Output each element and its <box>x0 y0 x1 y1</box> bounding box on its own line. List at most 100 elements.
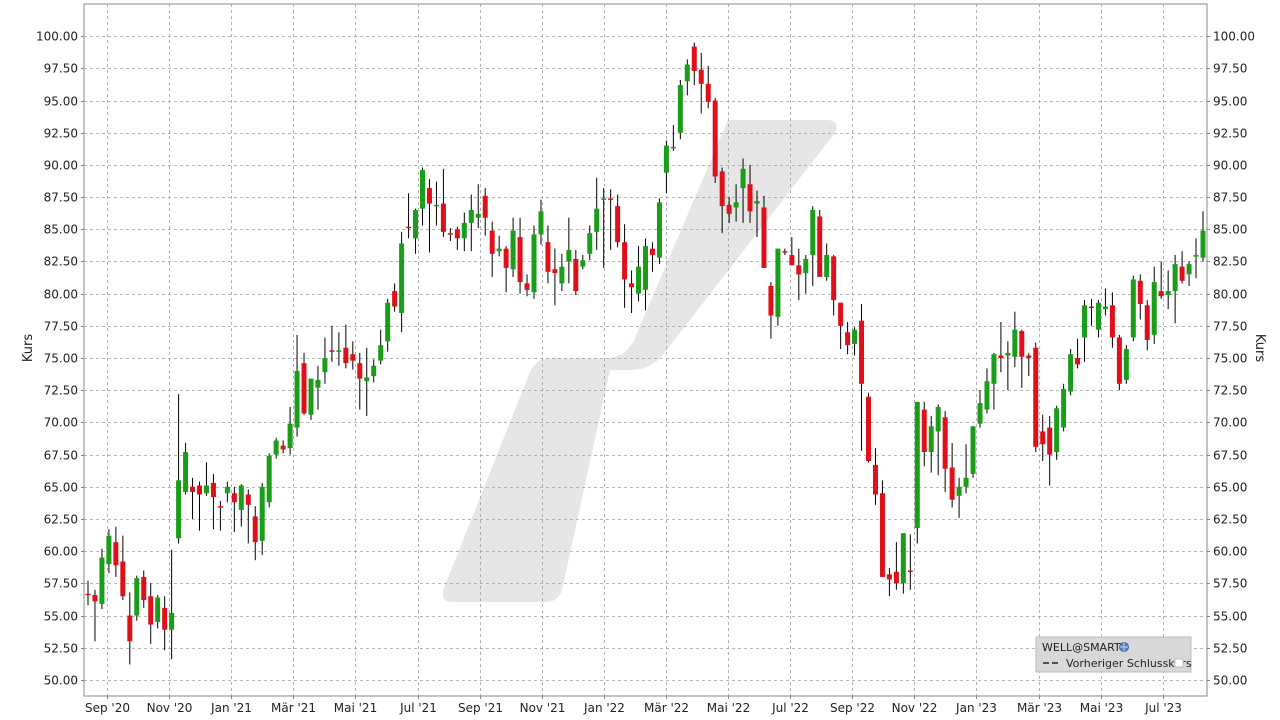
candle-body-up <box>677 85 683 133</box>
candle-body-up <box>420 170 425 209</box>
candle-body-up <box>287 423 293 449</box>
x-tick-label: Mai '22 <box>707 701 750 715</box>
candle <box>106 529 112 574</box>
candle-body-down <box>482 195 488 218</box>
candle <box>768 282 774 339</box>
candle-body-up <box>399 243 405 313</box>
candle <box>266 453 272 508</box>
candle <box>447 228 453 241</box>
candle <box>733 184 739 222</box>
candle <box>559 253 565 292</box>
candle <box>1200 211 1206 262</box>
candle <box>684 59 690 96</box>
y-tick-label-right: 62.50 <box>1213 513 1247 527</box>
candle <box>629 270 635 313</box>
candle <box>761 195 767 268</box>
candle <box>608 189 614 250</box>
y-tick-label-right: 82.50 <box>1213 255 1247 269</box>
candle <box>259 482 265 556</box>
candle <box>155 594 161 629</box>
x-tick-label: Jan '21 <box>210 701 252 715</box>
candle <box>343 324 349 369</box>
candle-body-up <box>99 557 105 604</box>
candle-body-down <box>1137 280 1143 304</box>
candle <box>566 217 572 284</box>
candle <box>942 410 948 492</box>
candle-body-down <box>698 69 704 84</box>
candle <box>719 167 725 234</box>
y-tick-label-right: 100.00 <box>1213 30 1255 44</box>
candle <box>712 97 718 183</box>
candle <box>573 249 579 295</box>
grid-lines <box>84 4 1207 696</box>
candle <box>113 526 119 577</box>
candle-body-up <box>496 248 502 252</box>
candle-body-down <box>301 363 307 414</box>
candle <box>1075 338 1081 369</box>
candle-body-down <box>719 171 725 207</box>
legend-checkbox[interactable] <box>1174 658 1184 668</box>
y-tick-label-left: 62.50 <box>44 513 78 527</box>
candle-body-up <box>336 350 342 352</box>
candle-body-down <box>440 203 446 232</box>
candle <box>1193 238 1199 279</box>
candle-body-down <box>921 409 927 453</box>
candle-body-up <box>106 535 112 565</box>
candle <box>322 337 328 384</box>
y-tick-label-left: 50.00 <box>44 674 78 688</box>
candle-body-down <box>210 482 216 498</box>
candle-body-up <box>169 612 175 630</box>
candle <box>552 248 558 306</box>
candle <box>1137 274 1143 320</box>
candle <box>900 533 906 594</box>
candle <box>921 401 927 467</box>
y-tick-label-right: 50.00 <box>1213 674 1247 688</box>
candle-body-down <box>789 255 795 266</box>
candle-body-down <box>705 83 711 102</box>
candle-body-down <box>190 486 196 492</box>
candle <box>461 212 467 252</box>
candle <box>810 206 816 286</box>
candle-body-down <box>517 237 523 283</box>
candle <box>636 246 642 302</box>
y-tick-label-left: 92.50 <box>44 127 78 141</box>
y-tick-label-left: 97.50 <box>44 62 78 76</box>
candle-body-up <box>740 168 746 189</box>
candle-body-down <box>886 574 892 580</box>
candle <box>1123 345 1129 384</box>
candle <box>963 444 969 494</box>
candle <box>329 325 335 362</box>
x-tick-label: Sep '20 <box>85 701 130 715</box>
candle <box>670 125 676 151</box>
candle <box>371 359 377 383</box>
y-tick-label-left: 95.00 <box>44 95 78 109</box>
candle-body-up <box>538 211 544 235</box>
candle-body-up <box>977 403 983 424</box>
x-tick-label: Sep '22 <box>830 701 875 715</box>
candle-body-up <box>433 204 439 207</box>
candle-body-down <box>866 396 871 462</box>
candle <box>1033 342 1039 453</box>
candle <box>1054 405 1060 460</box>
candle <box>1172 255 1178 324</box>
candle-body-up <box>803 258 809 274</box>
x-tick-label: Mai '21 <box>334 701 377 715</box>
y-tick-label-left: 55.00 <box>44 610 78 624</box>
candle-body-down <box>747 184 753 212</box>
candle <box>413 208 419 254</box>
x-tick-label: Mär '23 <box>1017 701 1062 715</box>
candle-body-up <box>1186 264 1192 275</box>
candle-body-down <box>148 596 154 625</box>
candle-body-up <box>1151 282 1157 335</box>
y-tick-label-left: 65.00 <box>44 481 78 495</box>
candle-body-down <box>1026 355 1032 359</box>
candle <box>183 443 189 495</box>
candle <box>594 177 600 250</box>
y-tick-label-right: 80.00 <box>1213 288 1247 302</box>
candle <box>601 188 607 268</box>
candle-body-up <box>461 222 467 239</box>
candle-body-down <box>503 248 509 268</box>
candle <box>148 583 154 644</box>
candle-body-down <box>838 302 844 326</box>
candle <box>92 589 98 642</box>
